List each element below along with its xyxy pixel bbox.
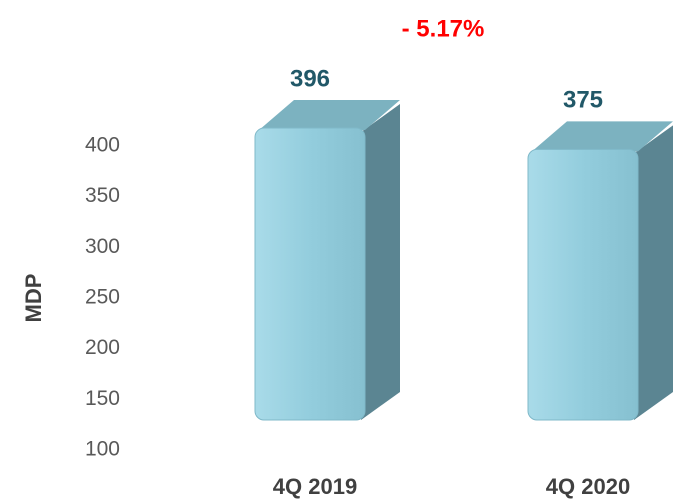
value-label: 375 <box>563 87 603 114</box>
bar-side <box>361 104 400 420</box>
bar-side <box>634 125 673 420</box>
y-tick-label: 300 <box>85 235 120 258</box>
x-tick-label: 4Q 2019 <box>273 474 357 499</box>
bar <box>254 127 366 421</box>
y-tick-label: 250 <box>85 286 120 309</box>
value-label: 396 <box>290 65 330 92</box>
bar <box>527 148 639 421</box>
bar-top <box>532 121 673 152</box>
annotation: - 5.17% <box>402 15 485 42</box>
y-tick-label: 150 <box>85 387 120 410</box>
y-tick-label: 200 <box>85 336 120 359</box>
x-tick-label: 4Q 2020 <box>546 474 630 499</box>
y-tick-label: 400 <box>85 134 120 157</box>
y-tick-label: 100 <box>85 438 120 461</box>
bar-top <box>259 100 400 131</box>
y-tick-label: 350 <box>85 184 120 207</box>
y-axis-label: MDP <box>21 274 46 323</box>
